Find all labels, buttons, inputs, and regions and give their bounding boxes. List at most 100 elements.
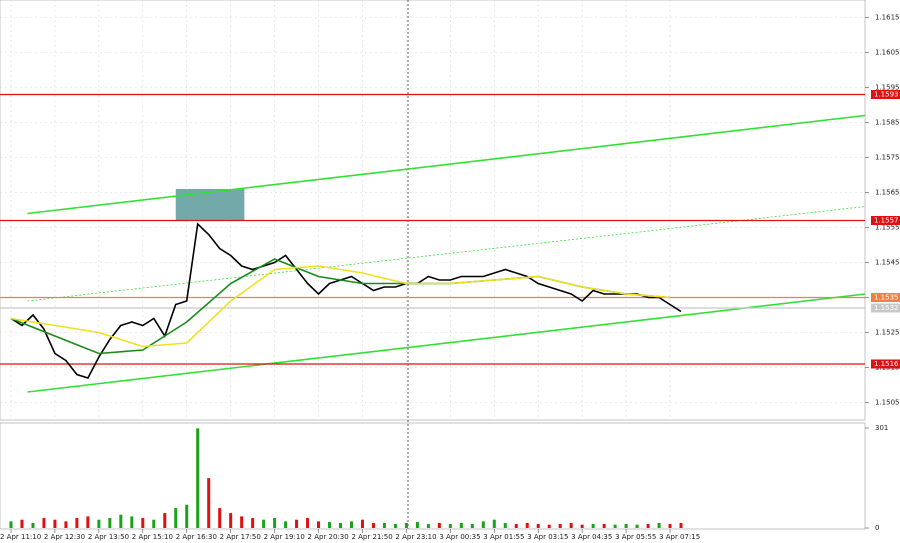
volume-bar: [371, 523, 375, 528]
volume-bar: [119, 514, 123, 528]
x-tick-label: 2 Apr 23:10: [395, 533, 436, 541]
volume-bar: [218, 508, 222, 528]
volume-bar: [20, 519, 24, 528]
zone: [175, 189, 245, 221]
volume-bar: [273, 518, 277, 528]
volume-bar: [481, 521, 485, 528]
volume-bar: [262, 519, 266, 528]
volume-bar: [547, 524, 551, 528]
volume-bar: [503, 523, 507, 528]
volume-bar: [591, 524, 595, 528]
volume-bar: [602, 524, 606, 528]
volume-bar: [404, 523, 408, 528]
x-tick-label: 2 Apr 20:30: [308, 533, 349, 541]
y-tick-label: 1.1545: [875, 259, 900, 267]
x-tick-label: 2 Apr 17:50: [220, 533, 261, 541]
volume-bar: [174, 508, 178, 528]
volume-bar: [437, 523, 441, 528]
trend-line: [27, 114, 866, 215]
x-tick-label: 3 Apr 00:35: [439, 533, 480, 541]
volume-bar: [9, 521, 13, 528]
volume-panel: [0, 422, 866, 530]
volume-bar: [668, 524, 672, 528]
volume-bar: [141, 518, 145, 528]
x-tick-label: 3 Apr 04:35: [571, 533, 612, 541]
trend-line: [27, 293, 866, 393]
volume-bar: [393, 524, 397, 528]
volume-bar: [86, 516, 90, 528]
volume-bar: [558, 524, 562, 528]
volume-bar: [31, 523, 35, 528]
volume-bar: [207, 478, 211, 528]
volume-bar: [536, 524, 540, 528]
volume-bar: [108, 518, 112, 528]
x-tick-label: 2 Apr 13:50: [88, 533, 129, 541]
y-tick-label: 1.1525: [875, 329, 900, 337]
level-label-bg: [871, 293, 900, 302]
volume-bar: [613, 524, 617, 528]
volume-bar: [580, 524, 584, 528]
volume-bar: [492, 519, 496, 528]
volume-bar: [229, 513, 233, 528]
x-tick-label: 3 Apr 07:15: [659, 533, 700, 541]
volume-bar: [75, 518, 79, 528]
volume-bar: [415, 522, 419, 528]
volume-bar: [448, 524, 452, 528]
volume-bar: [130, 516, 134, 528]
volume-bar: [284, 521, 288, 528]
x-tick-label: 3 Apr 03:15: [527, 533, 568, 541]
level-label: 1.1535: [874, 294, 899, 302]
volume-bar: [657, 523, 661, 528]
level-label-bg: [871, 90, 900, 99]
level-label-bg: [871, 359, 900, 369]
level-label: 1.1532: [874, 304, 899, 312]
price-panel: [0, 0, 866, 421]
volume-bar: [251, 518, 255, 528]
volume-bar: [459, 523, 463, 528]
level-label-bg: [871, 216, 900, 225]
volume-bar: [360, 519, 364, 528]
volume-bar: [240, 516, 244, 528]
volume-bar: [328, 522, 332, 528]
y-tick-label: 1.1615: [875, 14, 900, 22]
volume-bar: [349, 521, 353, 528]
volume-bar: [196, 428, 200, 528]
volume-bar: [317, 521, 321, 528]
level-label: 1.1557: [874, 217, 899, 225]
volume-bar: [514, 524, 518, 528]
y-tick-label: 1.1555: [875, 224, 900, 232]
volume-bar: [635, 524, 639, 528]
x-tick-label: 2 Apr 11:10: [0, 533, 41, 541]
volume-bar: [163, 513, 167, 528]
x-tick-label: 3 Apr 01:55: [483, 533, 524, 541]
x-tick-label: 3 Apr 05:55: [615, 533, 656, 541]
volume-bar: [470, 524, 474, 528]
x-tick-label: 2 Apr 15:10: [132, 533, 173, 541]
y-tick-label: 1.1595: [875, 84, 900, 92]
volume-bar: [64, 521, 68, 528]
volume-bar: [624, 524, 628, 528]
x-tick-label: 2 Apr 19:10: [264, 533, 305, 541]
level-label: 1.1593: [874, 91, 899, 99]
volume-bar: [152, 519, 156, 528]
price-line: [10, 265, 671, 348]
y-tick-label: 1.1505: [875, 399, 900, 407]
x-tick-label: 2 Apr 21:50: [351, 533, 392, 541]
volume-bar: [646, 524, 650, 528]
volume-bar: [42, 518, 46, 528]
x-tick-label: 2 Apr 12:30: [44, 533, 85, 541]
level-label-bg: [871, 303, 900, 313]
volume-bar: [382, 523, 386, 528]
x-tick-label: 2 Apr 16:30: [176, 533, 217, 541]
volume-bar: [525, 523, 529, 528]
volume-bar: [569, 523, 573, 528]
y-tick-label: 1.1575: [875, 154, 900, 162]
y-tick-label: 1.1565: [875, 189, 900, 197]
level-label: 1.1516: [874, 360, 899, 368]
y-tick-label: 301: [875, 424, 888, 432]
trend-line: [27, 206, 866, 302]
price-line: [10, 222, 682, 379]
volume-bar: [97, 519, 101, 528]
volume-bar: [295, 519, 299, 528]
volume-bar: [53, 519, 57, 528]
